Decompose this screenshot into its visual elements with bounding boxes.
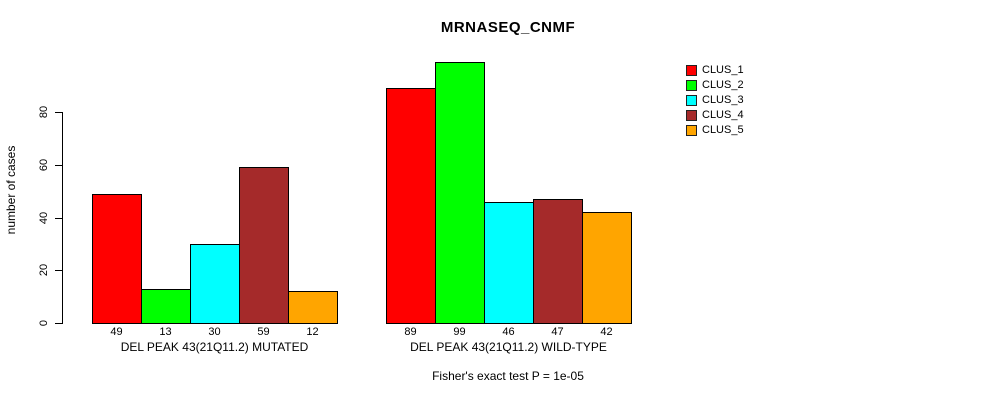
- y-tick-mark: [55, 164, 63, 166]
- y-tick-label: 40: [38, 211, 50, 224]
- y-tick-label: 80: [38, 105, 50, 119]
- bar-clus_4-mutated: [239, 167, 289, 324]
- bar-value-label: 46: [502, 326, 515, 338]
- legend-swatch-clus_5: [686, 125, 697, 136]
- bar-value-label: 47: [551, 326, 564, 338]
- legend-label: CLUS_1: [702, 64, 744, 76]
- group-label: DEL PEAK 43(21Q11.2) MUTATED: [120, 340, 309, 354]
- y-tick-label: 60: [38, 158, 50, 171]
- legend-item-clus_4: CLUS_4: [686, 108, 744, 123]
- legend-swatch-clus_2: [686, 80, 697, 91]
- legend: CLUS_1 CLUS_2 CLUS_3 CLUS_4 CLUS_5: [686, 63, 744, 138]
- bar-clus_1-wild-type: [386, 88, 436, 324]
- bar-clus_3-wild-type: [484, 201, 534, 324]
- bar-clus_1-mutated: [92, 193, 142, 324]
- y-tick-mark: [55, 323, 63, 324]
- legend-swatch-clus_3: [686, 95, 697, 106]
- bar-clus_5-mutated: [288, 291, 338, 324]
- bar-value-label: 99: [453, 326, 466, 338]
- bar-value-label: 13: [159, 326, 172, 338]
- bar-value-label: 30: [208, 326, 221, 338]
- y-tick-label: 0: [38, 319, 50, 327]
- legend-label: CLUS_2: [702, 79, 744, 91]
- y-axis-label: number of cases: [4, 145, 18, 235]
- legend-item-clus_5: CLUS_5: [686, 123, 744, 138]
- legend-item-clus_1: CLUS_1: [686, 63, 744, 78]
- legend-label: CLUS_3: [702, 94, 744, 106]
- bar-clus_2-mutated: [141, 288, 191, 324]
- y-tick-mark: [55, 112, 63, 113]
- chart-title: MRNASEQ_CNMF: [440, 19, 576, 36]
- bar-clus_2-wild-type: [435, 61, 485, 324]
- y-tick-label: 20: [38, 264, 50, 277]
- bar-clus_5-wild-type: [582, 212, 632, 324]
- bar-value-label: 89: [404, 326, 417, 338]
- y-tick-mark: [55, 270, 63, 272]
- bar-clus_3-mutated: [190, 243, 240, 324]
- legend-item-clus_2: CLUS_2: [686, 78, 744, 93]
- bar-clus_4-wild-type: [533, 199, 583, 324]
- group-label: DEL PEAK 43(21Q11.2) WILD-TYPE: [410, 340, 607, 354]
- annotation-text: Fisher's exact test P = 1e-05: [432, 369, 584, 383]
- legend-label: CLUS_4: [702, 109, 744, 121]
- y-tick-mark: [55, 217, 63, 219]
- bar-value-label: 12: [306, 326, 319, 338]
- bar-value-label: 49: [110, 326, 123, 338]
- legend-item-clus_3: CLUS_3: [686, 93, 744, 108]
- bar-value-label: 42: [600, 326, 613, 338]
- bar-value-label: 59: [257, 326, 270, 338]
- legend-swatch-clus_1: [686, 65, 697, 76]
- legend-swatch-clus_4: [686, 110, 697, 121]
- legend-label: CLUS_5: [702, 124, 744, 136]
